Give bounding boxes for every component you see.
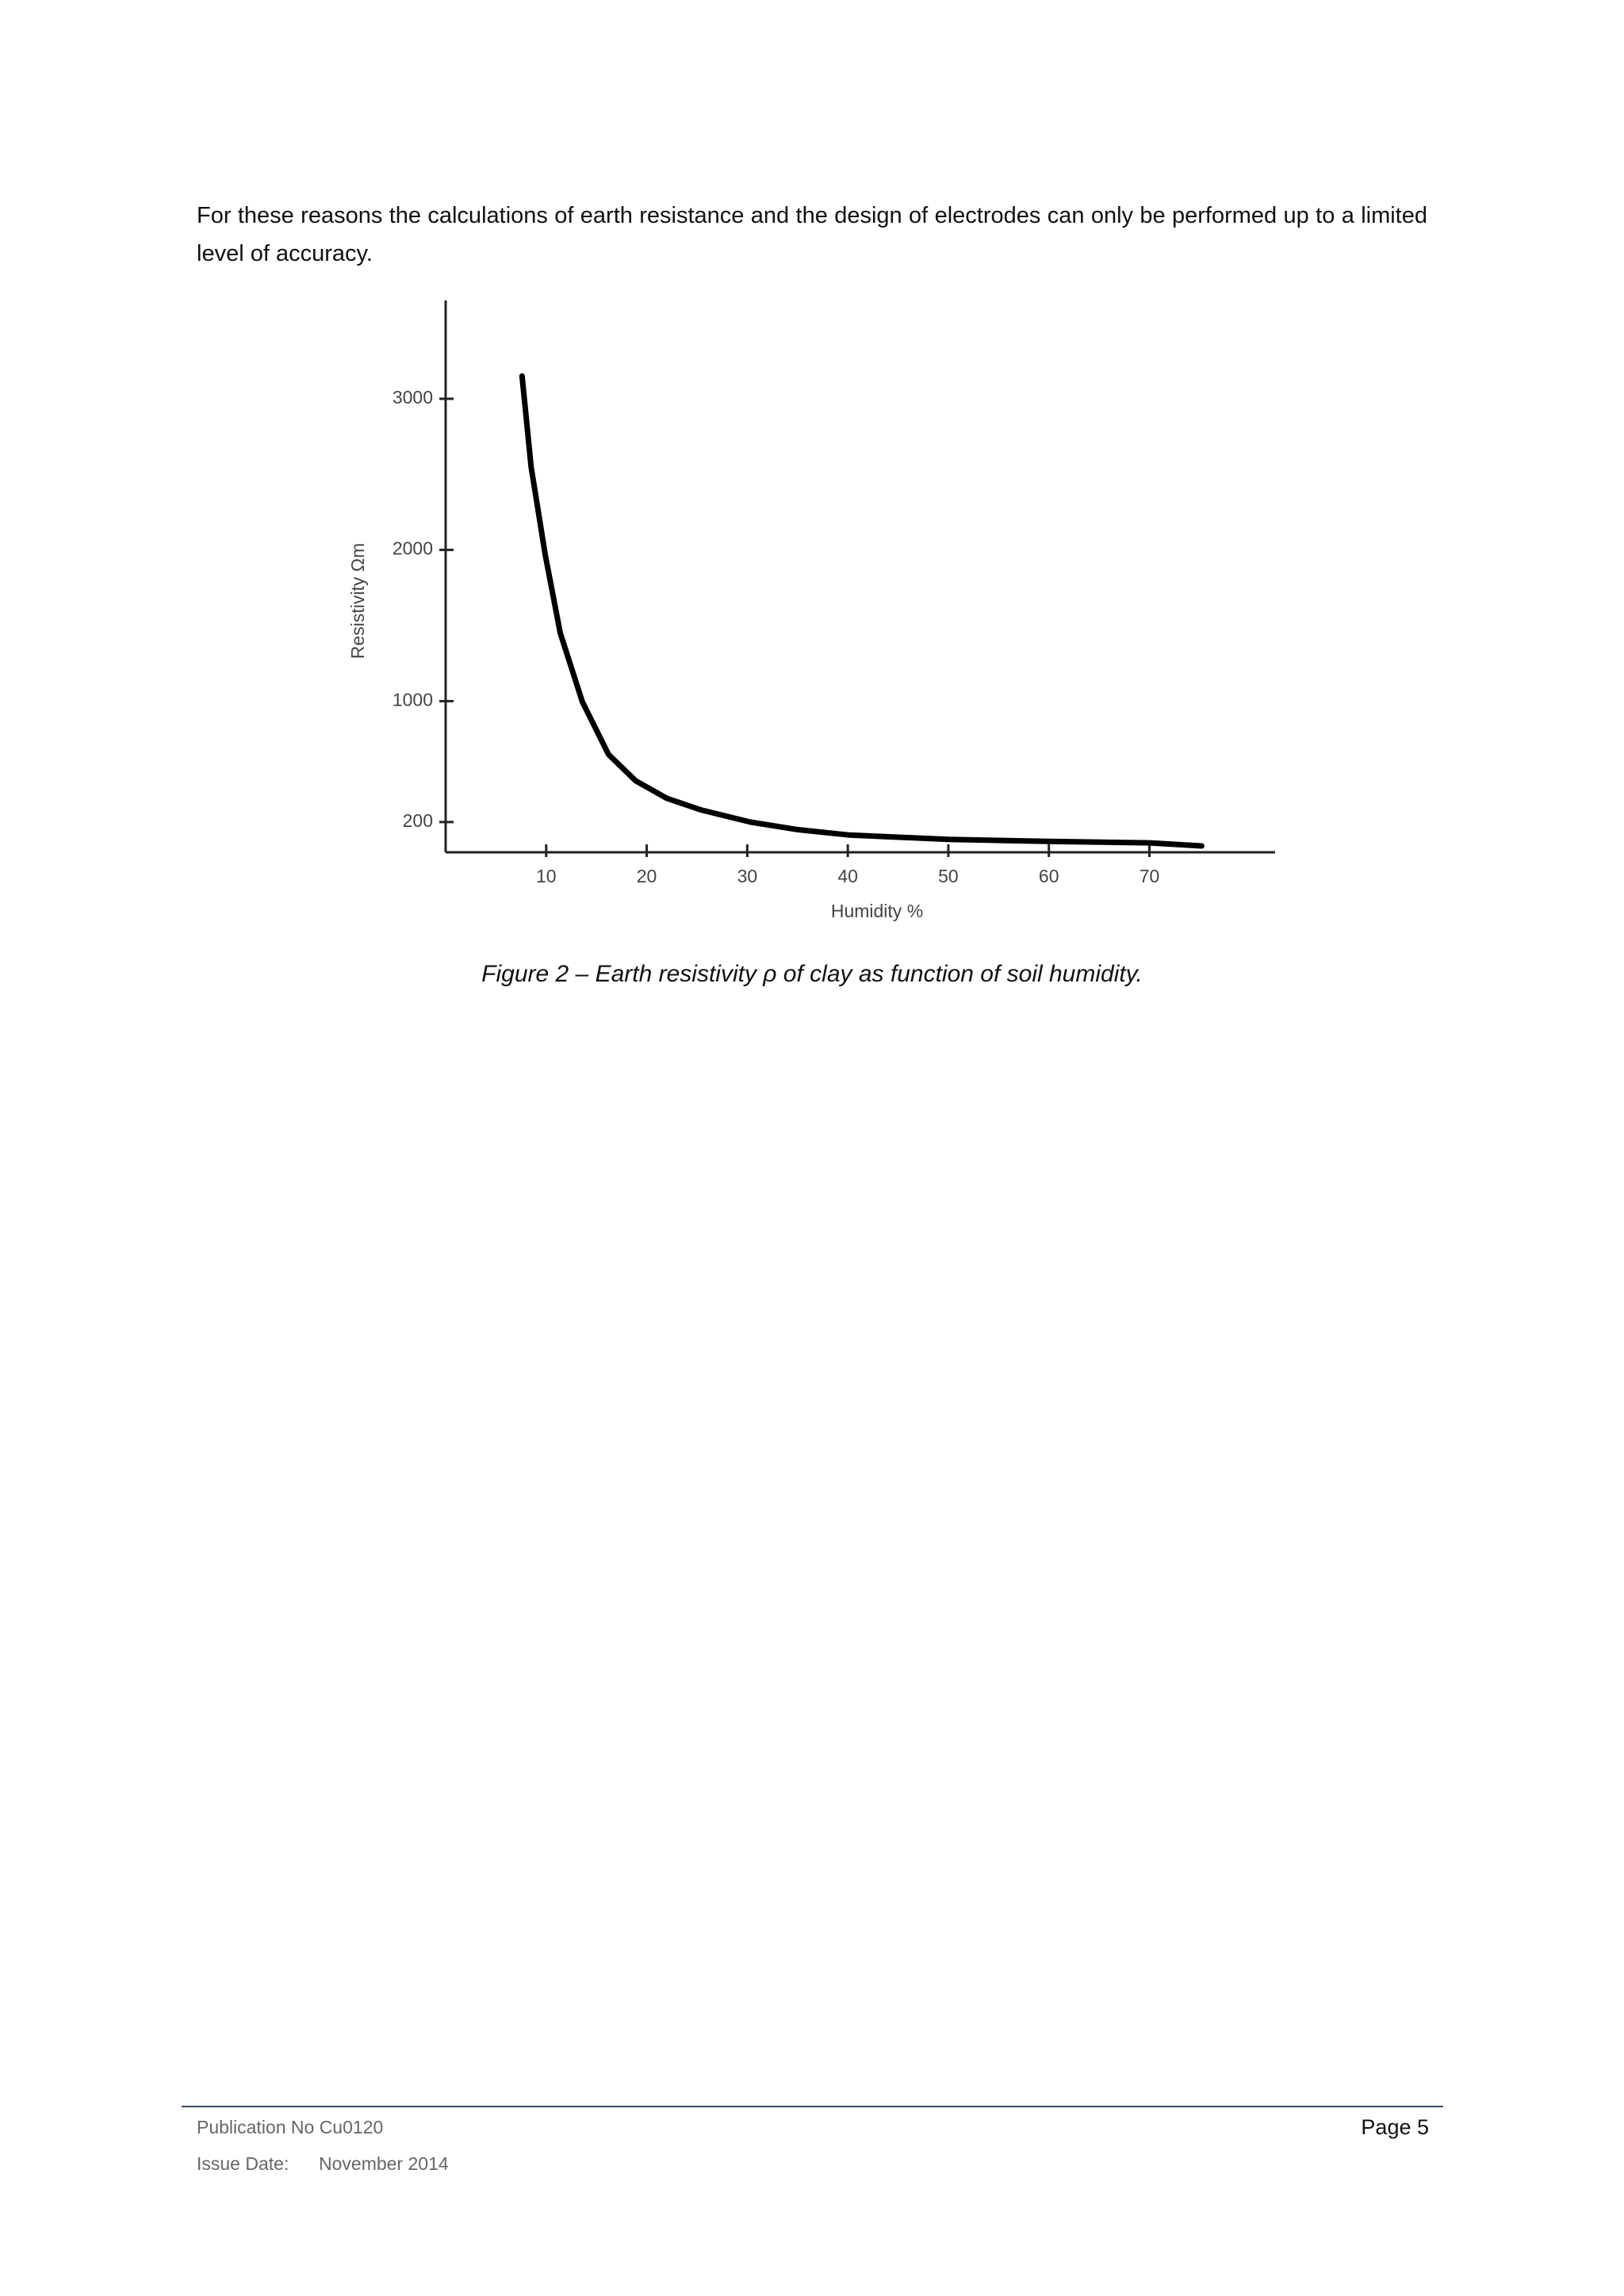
chart: 200 1000 2000 3000 10 20 30 40 50 60 70 Humidity % R… bbox=[347, 300, 1275, 921]
x-tick-label: 20 bbox=[637, 866, 657, 886]
y-tick-label: 200 bbox=[403, 810, 433, 831]
y-axis-label: Resistivity Ωm bbox=[347, 543, 368, 659]
x-tick-label: 60 bbox=[1039, 866, 1059, 886]
x-tick-label: 50 bbox=[938, 866, 959, 886]
figure-caption: Figure 2 – Earth resistivity ρ of clay a… bbox=[481, 961, 1143, 987]
data-line bbox=[519, 373, 1205, 849]
paragraph: For these reasons the calculations of ea… bbox=[197, 203, 1427, 266]
publication-number: Publication No Cu0120 bbox=[197, 2117, 384, 2137]
issue-date: November 2014 bbox=[319, 2153, 449, 2174]
footer-rule bbox=[182, 2106, 1443, 2107]
issue-label: Issue Date: bbox=[197, 2153, 289, 2174]
y-tick-label: 1000 bbox=[393, 689, 433, 710]
x-tick-label: 10 bbox=[536, 866, 557, 886]
y-tick-label: 3000 bbox=[393, 387, 433, 408]
y-tick-label: 2000 bbox=[393, 538, 433, 559]
x-tick-label: 30 bbox=[737, 866, 758, 886]
page-number: Page 5 bbox=[1361, 2115, 1429, 2139]
x-tick-label: 40 bbox=[837, 866, 858, 886]
x-tick-label: 70 bbox=[1139, 866, 1160, 886]
x-axis-label: Humidity % bbox=[831, 901, 923, 921]
